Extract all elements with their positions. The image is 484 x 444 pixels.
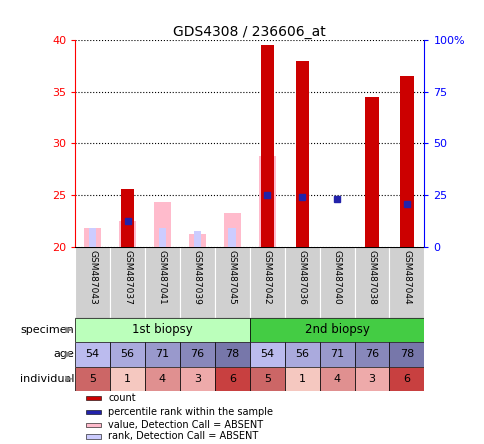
- Text: 71: 71: [155, 349, 169, 359]
- Bar: [86, 410, 101, 414]
- Bar: [258, 156, 275, 246]
- Bar: [145, 367, 180, 391]
- Bar: [354, 367, 389, 391]
- Text: 71: 71: [329, 349, 344, 359]
- Text: 1st biopsy: 1st biopsy: [132, 323, 193, 336]
- Text: 56: 56: [121, 349, 134, 359]
- Bar: [249, 342, 284, 367]
- Text: GSM487038: GSM487038: [367, 250, 376, 305]
- Text: GSM487039: GSM487039: [193, 250, 201, 305]
- Bar: [86, 396, 101, 400]
- Bar: [319, 246, 354, 317]
- Bar: [284, 246, 319, 317]
- Bar: [158, 228, 166, 246]
- Text: 2nd biopsy: 2nd biopsy: [304, 323, 369, 336]
- Bar: [284, 342, 319, 367]
- Bar: [389, 342, 424, 367]
- Text: 56: 56: [295, 349, 308, 359]
- Bar: [389, 367, 424, 391]
- Bar: [214, 246, 249, 317]
- Text: GSM487041: GSM487041: [158, 250, 166, 305]
- Bar: [249, 367, 284, 391]
- Bar: [119, 221, 136, 246]
- Bar: [354, 342, 389, 367]
- Bar: [145, 342, 180, 367]
- Text: specimen: specimen: [21, 325, 75, 335]
- Bar: [110, 246, 145, 317]
- Bar: [75, 342, 110, 367]
- Bar: [121, 189, 134, 246]
- Bar: [188, 234, 206, 246]
- Bar: [223, 214, 241, 246]
- Text: count: count: [108, 392, 136, 403]
- Text: GSM487043: GSM487043: [88, 250, 97, 305]
- Bar: [145, 246, 180, 317]
- Bar: [214, 367, 249, 391]
- Text: 78: 78: [399, 349, 413, 359]
- Text: 54: 54: [259, 349, 274, 359]
- Text: individual: individual: [20, 374, 75, 384]
- Text: value, Detection Call = ABSENT: value, Detection Call = ABSENT: [108, 420, 263, 430]
- Bar: [319, 367, 354, 391]
- Text: 76: 76: [190, 349, 204, 359]
- Bar: [263, 225, 271, 246]
- Bar: [86, 423, 101, 427]
- Text: GSM487040: GSM487040: [332, 250, 341, 305]
- Text: 4: 4: [159, 374, 166, 384]
- Text: GSM487045: GSM487045: [227, 250, 236, 305]
- Bar: [84, 228, 101, 246]
- Text: GSM487036: GSM487036: [297, 250, 306, 305]
- Text: GSM487037: GSM487037: [123, 250, 132, 305]
- Text: 4: 4: [333, 374, 340, 384]
- Bar: [75, 317, 249, 342]
- Bar: [399, 76, 413, 246]
- Text: 3: 3: [368, 374, 375, 384]
- Bar: [260, 45, 273, 246]
- Text: 5: 5: [263, 374, 270, 384]
- Bar: [89, 228, 96, 246]
- Text: 6: 6: [228, 374, 235, 384]
- Title: GDS4308 / 236606_at: GDS4308 / 236606_at: [173, 25, 325, 39]
- Bar: [153, 202, 171, 246]
- Text: 78: 78: [225, 349, 239, 359]
- Bar: [228, 228, 236, 246]
- Text: 3: 3: [194, 374, 200, 384]
- Text: 5: 5: [89, 374, 96, 384]
- Text: 54: 54: [85, 349, 100, 359]
- Text: 6: 6: [403, 374, 409, 384]
- Bar: [295, 61, 308, 246]
- Bar: [180, 367, 214, 391]
- Text: GSM487044: GSM487044: [402, 250, 410, 305]
- Bar: [75, 367, 110, 391]
- Bar: [319, 342, 354, 367]
- Bar: [110, 367, 145, 391]
- Bar: [86, 434, 101, 439]
- Bar: [389, 246, 424, 317]
- Bar: [214, 342, 249, 367]
- Bar: [193, 231, 201, 246]
- Text: rank, Detection Call = ABSENT: rank, Detection Call = ABSENT: [108, 432, 258, 441]
- Text: 76: 76: [364, 349, 378, 359]
- Text: 1: 1: [298, 374, 305, 384]
- Bar: [180, 342, 214, 367]
- Bar: [364, 97, 378, 246]
- Bar: [75, 246, 110, 317]
- Text: age: age: [54, 349, 75, 359]
- Text: GSM487042: GSM487042: [262, 250, 271, 305]
- Bar: [284, 367, 319, 391]
- Bar: [180, 246, 214, 317]
- Bar: [249, 246, 284, 317]
- Text: percentile rank within the sample: percentile rank within the sample: [108, 407, 273, 417]
- Bar: [249, 317, 424, 342]
- Bar: [354, 246, 389, 317]
- Bar: [110, 342, 145, 367]
- Text: 1: 1: [124, 374, 131, 384]
